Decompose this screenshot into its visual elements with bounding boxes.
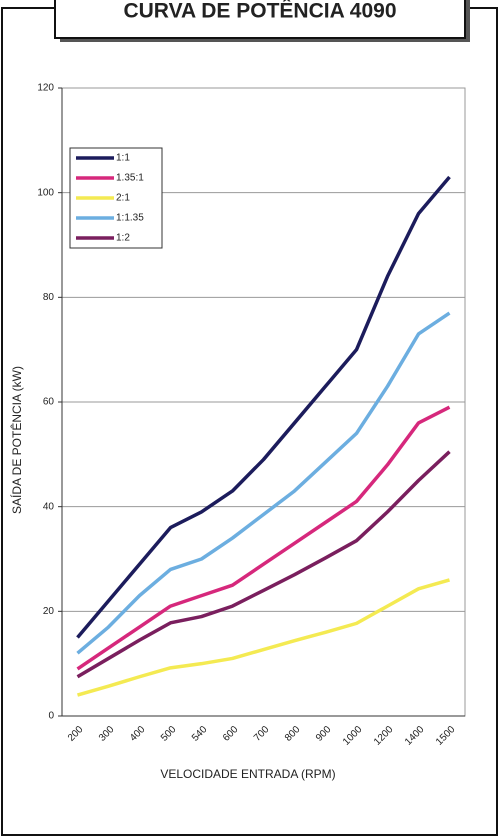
chart-title: CURVA DE POTÊNCIA 4090 [123, 0, 396, 23]
y-tick-label: 60 [43, 397, 55, 408]
legend-label: 2:1 [116, 193, 130, 204]
legend-label: 1:2 [116, 233, 130, 244]
y-tick-label: 20 [43, 606, 55, 617]
series-line [76, 311, 451, 655]
y-tick-label: 0 [48, 711, 54, 722]
series-line [77, 578, 450, 697]
title-box [54, 0, 466, 39]
series-line [76, 450, 451, 679]
y-tick-label: 100 [37, 187, 54, 198]
y-tick-label: 120 [37, 83, 54, 94]
x-axis-label: VELOCIDADE ENTRADA (RPM) [160, 767, 335, 781]
series-line [76, 405, 451, 671]
legend-label: 1:1 [116, 153, 130, 164]
legend-label: 1:1.35 [116, 213, 144, 224]
legend-label: 1.35:1 [116, 173, 144, 184]
y-tick-label: 80 [43, 292, 55, 303]
y-axis-label: SAÍDA DE POTÊNCIA (kW) [9, 366, 24, 514]
y-tick-label: 40 [43, 501, 55, 512]
series-line [76, 175, 451, 639]
